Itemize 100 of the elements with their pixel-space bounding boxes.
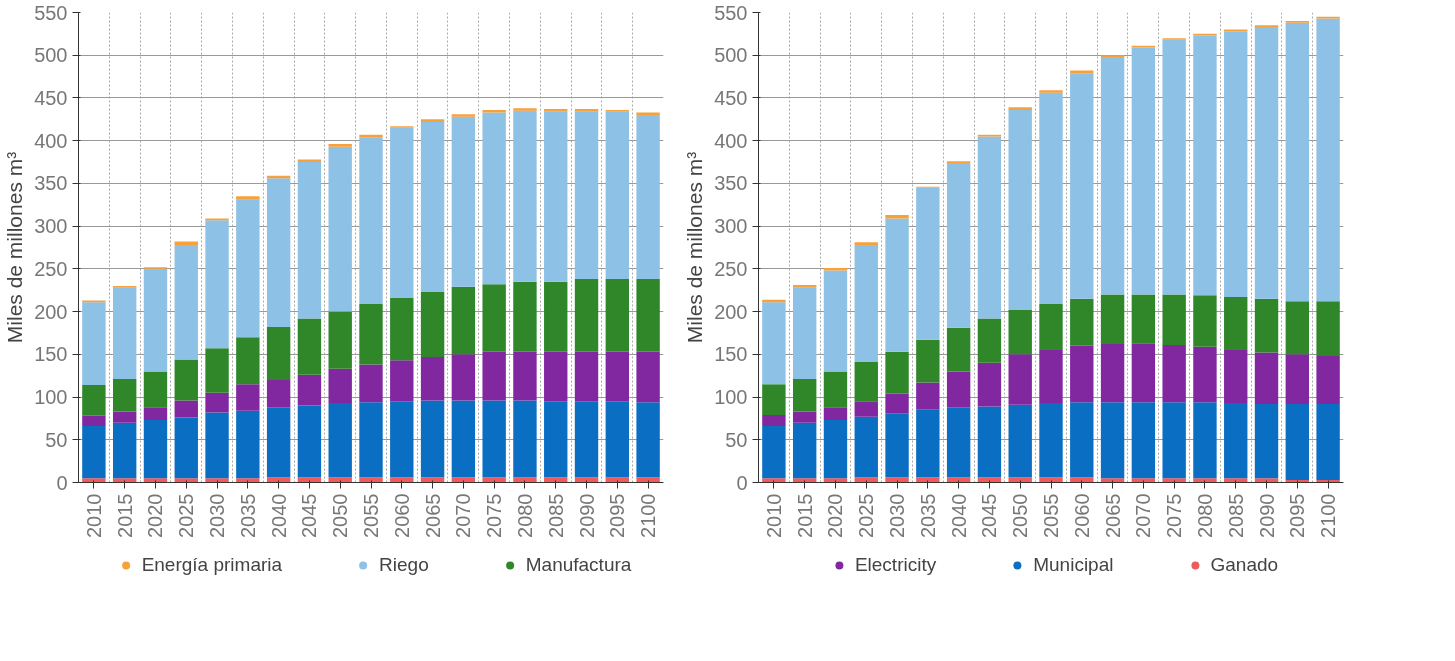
y-tick-label: 300 xyxy=(714,215,748,238)
bar xyxy=(112,287,137,380)
bar xyxy=(574,111,599,280)
bar xyxy=(513,477,537,483)
bar xyxy=(236,478,260,483)
bar xyxy=(451,400,476,478)
bar xyxy=(1285,403,1310,480)
y-axis-title: Miles de millones m³ xyxy=(3,151,27,344)
bar xyxy=(823,420,848,479)
y-tick-label: 350 xyxy=(714,172,748,195)
bar xyxy=(82,302,106,386)
bar xyxy=(174,478,198,483)
bar xyxy=(1131,402,1156,479)
bar xyxy=(482,477,506,483)
x-tick-label: 2030 xyxy=(886,493,909,538)
bar xyxy=(885,413,909,478)
bar xyxy=(1254,27,1279,299)
bar xyxy=(544,281,568,352)
bar xyxy=(112,422,137,479)
bar xyxy=(605,477,630,483)
bar xyxy=(236,410,260,479)
bar xyxy=(143,371,168,408)
bar xyxy=(266,178,291,327)
bar xyxy=(1100,402,1125,479)
bar xyxy=(205,348,229,393)
x-tick-label: 2085 xyxy=(1224,493,1247,538)
bar xyxy=(762,302,786,385)
bar xyxy=(82,426,106,479)
bar xyxy=(112,478,137,483)
bar xyxy=(1100,344,1125,403)
bar xyxy=(1316,18,1340,302)
x-tick-label: 2025 xyxy=(855,493,878,538)
bar xyxy=(854,242,878,245)
x-tick-label: 2090 xyxy=(575,493,598,538)
bar xyxy=(946,162,971,328)
bar xyxy=(1131,343,1156,403)
bar xyxy=(792,287,817,380)
bar xyxy=(236,196,260,200)
bar xyxy=(977,406,1002,478)
legend-label: Ganado xyxy=(1210,554,1279,576)
bar xyxy=(1285,301,1310,355)
x-tick-label: 2035 xyxy=(236,493,259,538)
x-tick-label: 2060 xyxy=(390,493,413,538)
x-tick-label: 2065 xyxy=(1101,493,1124,538)
bar xyxy=(574,401,599,478)
bar xyxy=(544,109,568,112)
bar xyxy=(977,477,1002,483)
bar xyxy=(174,244,198,360)
x-tick-label: 2025 xyxy=(175,493,198,538)
bar xyxy=(1224,297,1248,351)
bar xyxy=(1131,478,1156,483)
bar xyxy=(1224,350,1248,404)
bar xyxy=(1008,107,1032,110)
bar xyxy=(420,119,445,122)
x-tick-label: 2045 xyxy=(978,493,1001,538)
bar xyxy=(482,112,506,285)
bar xyxy=(1008,477,1032,483)
bar xyxy=(946,477,971,483)
bar xyxy=(636,115,660,280)
x-tick-label: 2030 xyxy=(206,493,229,538)
bar xyxy=(390,297,414,361)
bar xyxy=(1008,109,1032,310)
bar xyxy=(482,284,506,352)
bar xyxy=(420,121,445,292)
bar xyxy=(451,354,476,401)
bar xyxy=(513,110,537,282)
bar xyxy=(605,111,630,280)
bar xyxy=(605,401,630,478)
y-tick-label: 200 xyxy=(34,300,68,323)
bar xyxy=(823,478,848,483)
bar xyxy=(823,268,848,271)
bar xyxy=(854,244,878,363)
bar xyxy=(1316,301,1340,357)
bar xyxy=(1070,298,1094,346)
bar xyxy=(143,268,168,372)
bar xyxy=(513,400,537,478)
bar xyxy=(328,144,352,147)
bar xyxy=(1100,478,1125,483)
bar xyxy=(359,364,383,403)
bar xyxy=(946,371,971,408)
bar xyxy=(1070,477,1094,483)
x-tick-label: 2035 xyxy=(916,493,939,538)
x-tick-label: 2040 xyxy=(267,493,290,538)
y-tick-label: 250 xyxy=(714,257,748,280)
x-tick-label: 2075 xyxy=(1163,493,1186,538)
bar xyxy=(297,162,322,319)
bar xyxy=(792,422,817,479)
y-tick-label: 450 xyxy=(34,86,68,109)
bar xyxy=(1193,402,1217,479)
bar xyxy=(916,187,940,340)
bar xyxy=(482,351,506,401)
bar xyxy=(451,116,476,287)
bar xyxy=(885,477,909,483)
bar xyxy=(636,351,660,403)
bar xyxy=(1162,294,1186,345)
bar xyxy=(420,291,445,357)
bar xyxy=(544,477,568,483)
bar xyxy=(451,286,476,355)
bar xyxy=(513,281,537,352)
bar xyxy=(266,407,291,478)
